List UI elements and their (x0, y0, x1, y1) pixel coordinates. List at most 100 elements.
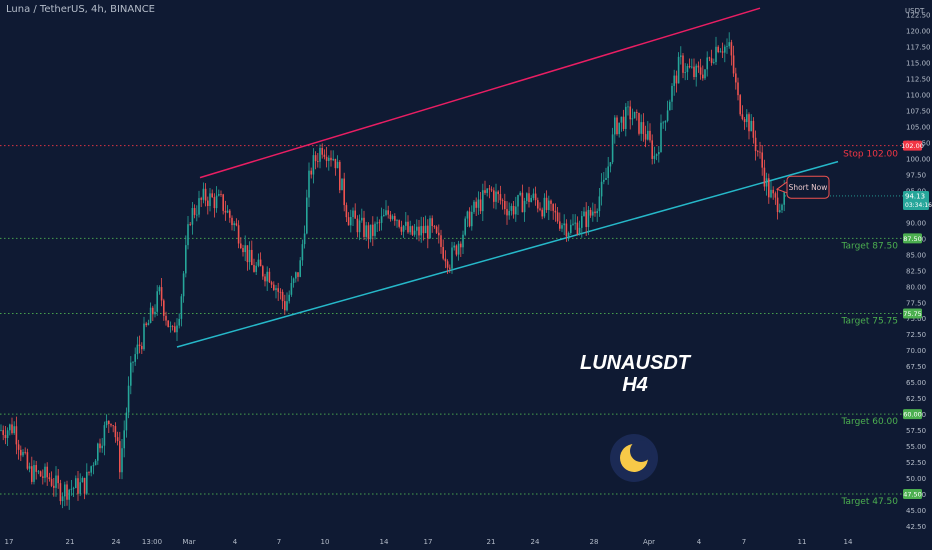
candle-body-195 (429, 218, 431, 239)
candle-body-236 (519, 192, 521, 196)
x-tick-label-4: Mar (182, 538, 195, 546)
watermark-symbol: LUNAUSDT (580, 352, 690, 374)
candle-body-177 (389, 214, 392, 220)
candle-body-268 (589, 209, 592, 216)
luna-logo (610, 434, 658, 482)
y-tick-label-28: 52.50 (906, 459, 926, 467)
x-tick-label-0: 17 (5, 538, 14, 546)
candle-body-42 (92, 465, 95, 467)
candle-body-50 (110, 424, 112, 426)
annotation-box (786, 175, 830, 199)
current-price-tag (903, 190, 929, 210)
candle-body-219 (482, 190, 484, 212)
candle-body-38 (83, 477, 86, 494)
candle-body-58 (127, 385, 130, 413)
y-tick-label-22: 67.50 (906, 363, 926, 371)
candle-body-351 (772, 189, 774, 194)
y-tick-label-13: 90.00 (906, 219, 926, 227)
candle-body-280 (616, 117, 618, 135)
candle-body-256 (563, 223, 565, 226)
candle-body-296 (651, 140, 653, 159)
candle-body-128 (281, 291, 284, 302)
candle-body-180 (396, 220, 398, 221)
candle-body-315 (693, 66, 695, 78)
y-tick-label-26: 57.50 (906, 427, 926, 435)
candle-body-97 (213, 197, 216, 209)
candle-body-246 (541, 209, 543, 217)
candle-body-290 (638, 112, 640, 134)
candle-body-104 (229, 210, 231, 218)
candle-body-258 (567, 232, 570, 237)
candle-body-92 (202, 188, 205, 200)
candle-body-26 (57, 475, 59, 484)
candle-body-192 (422, 226, 425, 234)
candle-body-87 (191, 208, 194, 225)
candle-body-153 (336, 161, 339, 169)
candle-body-170 (374, 223, 376, 236)
candle-body-279 (614, 117, 616, 135)
candle-body-27 (59, 483, 62, 502)
price-unit-label: USDT (905, 7, 925, 15)
candle-body-12 (26, 452, 29, 469)
candle-body-237 (521, 192, 524, 213)
candle-body-266 (585, 211, 587, 228)
x-tick-label-8: 14 (380, 538, 389, 546)
target-level-label: Target 87.50 (841, 241, 899, 251)
symbol-header: Luna / TetherUS, 4h, BINANCE (6, 4, 156, 15)
candle-body-285 (627, 106, 629, 108)
candle-body-123 (270, 282, 273, 285)
candle-body-0 (0, 430, 2, 431)
candle-body-171 (376, 222, 378, 224)
candle-body-184 (405, 221, 407, 226)
y-tick-label-29: 50.00 (906, 475, 926, 483)
candle-body-293 (644, 134, 647, 140)
target-price-tag (903, 489, 922, 500)
candle-body-341 (750, 120, 752, 132)
candle-body-259 (570, 224, 572, 233)
candle-body-29 (64, 484, 66, 497)
candle-body-283 (622, 116, 625, 129)
candle-body-159 (350, 217, 352, 226)
candle-body-81 (178, 318, 180, 326)
x-tick-label-11: 24 (531, 538, 540, 546)
candle-body-225 (495, 191, 497, 202)
candle-body-16 (35, 465, 37, 472)
y-tick-label-3: 115.00 (906, 60, 931, 68)
candle-body-11 (24, 451, 26, 453)
candle-body-141 (310, 170, 312, 175)
candle-body-247 (543, 197, 546, 217)
candle-body-14 (31, 466, 33, 482)
candle-body-133 (292, 278, 295, 284)
candle-body-248 (545, 197, 548, 211)
candle-body-147 (323, 154, 326, 157)
candle-body-323 (710, 58, 713, 63)
candle-body-131 (288, 294, 290, 302)
stop-price-tag-text: 102.00 (901, 142, 924, 150)
candle-body-99 (218, 194, 220, 196)
candle-body-327 (719, 51, 722, 53)
candle-body-203 (446, 261, 449, 268)
candle-body-84 (185, 245, 187, 274)
y-tick-label-7: 105.00 (906, 123, 931, 131)
candle-body-1 (2, 430, 4, 435)
candle-body-89 (196, 214, 198, 216)
candle-body-343 (754, 137, 757, 152)
target-price-tag (903, 233, 922, 244)
candle-body-98 (215, 195, 218, 209)
candle-body-121 (266, 271, 268, 282)
candle-body-300 (660, 122, 662, 153)
y-tick-label-0: 122.50 (906, 12, 931, 20)
candle-body-62 (136, 344, 139, 355)
target-price-tag-text: 47.50 (903, 491, 922, 499)
candle-body-262 (576, 222, 579, 235)
candle-body-13 (28, 466, 31, 469)
candle-body-48 (105, 420, 108, 426)
candle-body-56 (123, 430, 125, 449)
candle-body-345 (759, 151, 761, 153)
candle-body-271 (596, 211, 598, 214)
candle-body-173 (380, 216, 383, 223)
candle-body-281 (618, 122, 620, 135)
candle-body-238 (523, 200, 526, 213)
candle-body-287 (631, 118, 634, 120)
